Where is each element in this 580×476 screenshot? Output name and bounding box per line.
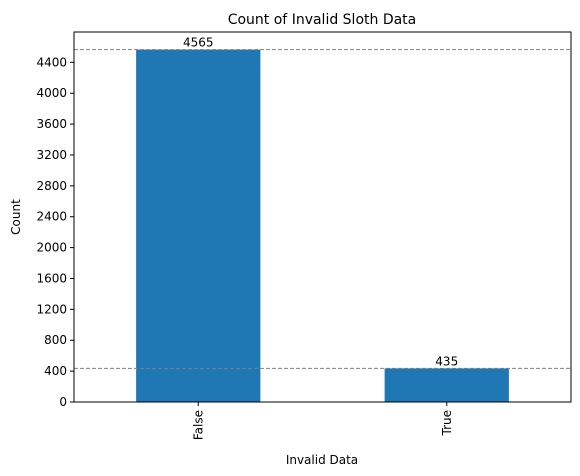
x-axis-label: Invalid Data	[286, 453, 358, 467]
y-tick-label: 2400	[36, 210, 67, 224]
plot-area: 4565 435 0 400 800 1200 1600 2000 2400 2800 3200 36…	[36, 31, 572, 440]
bar-false	[136, 49, 261, 402]
x-tick-label: False	[191, 410, 205, 440]
y-tick-label: 800	[44, 333, 67, 347]
data-label-true: 435	[435, 354, 458, 368]
y-axis-label: Count	[9, 199, 23, 235]
y-tick-label: 2800	[36, 179, 67, 193]
x-tick-label: True	[440, 410, 454, 437]
chart-title: Count of Invalid Sloth Data	[228, 12, 417, 28]
y-tick-label: 0	[59, 395, 67, 409]
y-tick-label: 4400	[36, 55, 67, 69]
data-label-false: 4565	[183, 36, 214, 50]
y-tick-label: 1200	[36, 302, 67, 316]
y-tick-label: 400	[44, 364, 67, 378]
y-tick-label: 3200	[36, 148, 67, 162]
y-tick-label: 2000	[36, 241, 67, 255]
y-tick-label: 3600	[36, 117, 67, 131]
y-tick-label: 4000	[36, 86, 67, 100]
bar-true	[384, 368, 509, 402]
y-tick-label: 1600	[36, 271, 67, 285]
